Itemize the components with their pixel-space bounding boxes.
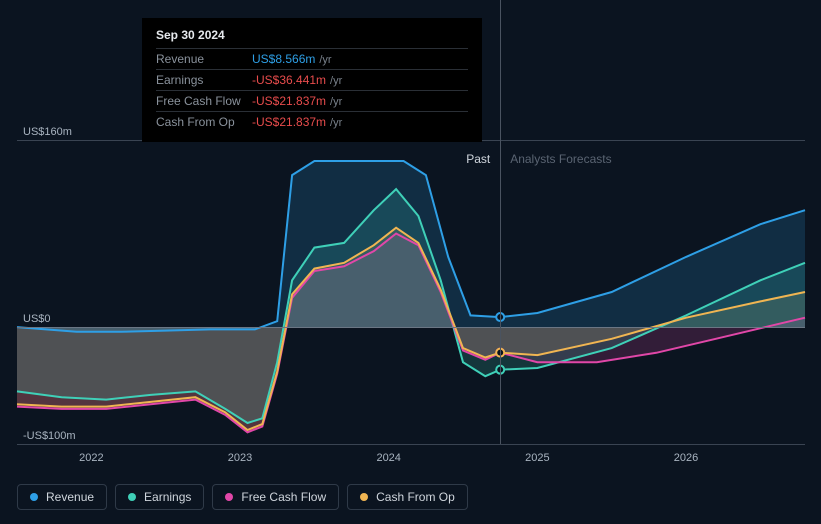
tooltip-date: Sep 30 2024	[156, 28, 468, 42]
legend-item-label: Free Cash Flow	[241, 490, 326, 504]
tooltip-row-label: Free Cash Flow	[156, 94, 252, 108]
tooltip-row-value: -US$21.837m	[252, 115, 326, 129]
chart-legend: Revenue Earnings Free Cash Flow Cash From O…	[17, 484, 468, 510]
tooltip-row-value: -US$21.837m	[252, 94, 326, 108]
tooltip-row: Free Cash Flow-US$21.837m/yr	[156, 90, 468, 111]
legend-item-label: Earnings	[144, 490, 191, 504]
legend-item-earnings[interactable]: Earnings	[115, 484, 204, 510]
tooltip-row: Cash From Op-US$21.837m/yr	[156, 111, 468, 132]
tooltip-row-label: Revenue	[156, 52, 252, 66]
revenue-area	[17, 161, 805, 332]
tooltip-row-unit: /yr	[330, 75, 342, 87]
tooltip-row: Earnings-US$36.441m/yr	[156, 69, 468, 90]
chart-tooltip: Sep 30 2024 RevenueUS$8.566m/yrEarnings-…	[142, 18, 482, 142]
tooltip-row-unit: /yr	[319, 54, 331, 66]
y-axis-label: US$160m	[23, 126, 72, 138]
y-axis-label: US$0	[23, 313, 51, 325]
tooltip-row-value: -US$36.441m	[252, 73, 326, 87]
legend-dot-icon	[128, 493, 136, 501]
tooltip-row-label: Cash From Op	[156, 115, 252, 129]
tooltip-row-unit: /yr	[330, 117, 342, 129]
cursor-line	[500, 0, 501, 444]
tooltip-row-unit: /yr	[330, 96, 342, 108]
legend-item-label: Revenue	[46, 490, 94, 504]
legend-dot-icon	[30, 493, 38, 501]
x-axis-label: 2025	[525, 452, 549, 464]
y-axis-label: -US$100m	[23, 430, 76, 442]
x-axis-label: 2026	[674, 452, 698, 464]
legend-dot-icon	[225, 493, 233, 501]
gridline	[17, 327, 805, 328]
gridline	[17, 444, 805, 445]
chart-plot	[17, 140, 805, 444]
legend-item-revenue[interactable]: Revenue	[17, 484, 107, 510]
tooltip-row: RevenueUS$8.566m/yr	[156, 48, 468, 69]
financials-chart: 20222023202420252026 US$160mUS$0-US$100m…	[17, 140, 805, 444]
section-label-forecast: Analysts Forecasts	[510, 152, 611, 166]
tooltip-row-value: US$8.566m	[252, 52, 315, 66]
tooltip-row-label: Earnings	[156, 73, 252, 87]
x-axis-label: 2022	[79, 452, 103, 464]
x-axis-label: 2024	[376, 452, 400, 464]
legend-item-label: Cash From Op	[376, 490, 455, 504]
legend-dot-icon	[360, 493, 368, 501]
section-label-past: Past	[466, 152, 490, 166]
legend-item-free-cash-flow[interactable]: Free Cash Flow	[212, 484, 339, 510]
legend-item-cash-from-op[interactable]: Cash From Op	[347, 484, 468, 510]
x-axis-label: 2023	[228, 452, 252, 464]
